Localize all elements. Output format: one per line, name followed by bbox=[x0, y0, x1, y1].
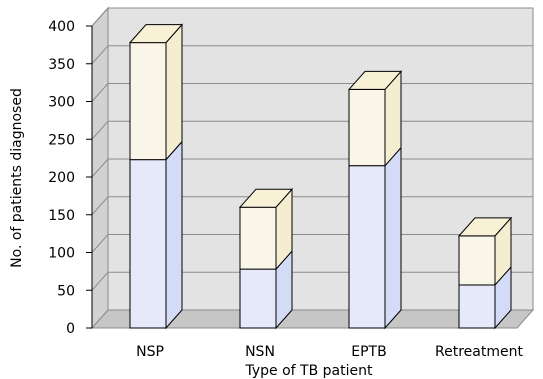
bar-segment-front bbox=[239, 206, 277, 270]
bar-segment-front bbox=[458, 284, 496, 329]
bar-segment-front bbox=[348, 88, 386, 167]
y-tick-label: 150 bbox=[48, 208, 75, 224]
gridline bbox=[91, 45, 533, 65]
x-axis-title: Type of TB patient bbox=[245, 363, 373, 379]
bar-segment-front bbox=[348, 165, 386, 329]
bar-top bbox=[128, 24, 184, 44]
bar-top bbox=[347, 70, 403, 90]
bar-top bbox=[457, 217, 513, 237]
bar-segment-front bbox=[129, 42, 167, 161]
bar-segment-front bbox=[239, 268, 277, 329]
bar-segment-side bbox=[384, 146, 402, 330]
bars bbox=[128, 23, 513, 330]
y-tick-label: 250 bbox=[48, 132, 75, 148]
y-tick-label: 50 bbox=[57, 283, 75, 299]
bar-segment-side bbox=[165, 23, 183, 161]
y-tick-label: 0 bbox=[66, 321, 75, 337]
y-tick-label: 350 bbox=[48, 57, 75, 73]
x-category-labels: NSP NSN EPTB Retreatment bbox=[136, 344, 523, 360]
bar-top bbox=[238, 188, 294, 208]
bar-segment-front bbox=[458, 235, 496, 286]
y-tick-label: 200 bbox=[48, 170, 75, 186]
y-tick-label: 100 bbox=[48, 246, 75, 262]
bar-segment-side bbox=[165, 140, 183, 330]
y-axis-title: No. of patients diagnosed bbox=[9, 88, 25, 268]
x-category-label: NSP bbox=[136, 344, 164, 360]
y-tick-label: 300 bbox=[48, 95, 75, 111]
y-tick-label: 400 bbox=[48, 19, 75, 35]
gridline bbox=[91, 7, 533, 27]
y-tick-labels: 0 50 100 150 200 250 300 350 400 bbox=[48, 19, 93, 337]
x-category-label: Retreatment bbox=[435, 344, 523, 360]
x-category-label: NSN bbox=[245, 344, 275, 360]
x-category-label: EPTB bbox=[351, 344, 386, 360]
bar-segment-front bbox=[129, 159, 167, 329]
